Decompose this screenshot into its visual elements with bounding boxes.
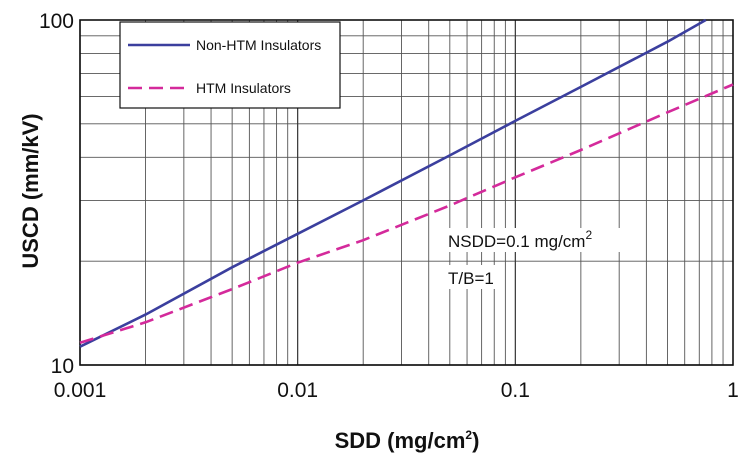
- series-layer: [79, 18, 734, 348]
- legend-label-htm: HTM Insulators: [196, 80, 291, 96]
- annotation-nsdd: NSDD=0.1 mg/cm2: [448, 228, 592, 251]
- annotations: NSDD=0.1 mg/cm2 T/B=1: [444, 228, 636, 289]
- x-tick-label: 0.1: [501, 379, 530, 402]
- y-tick-label: 10: [51, 355, 74, 378]
- x-tick-label: 0.01: [277, 379, 318, 402]
- legend-label-non-htm: Non-HTM Insulators: [196, 37, 321, 53]
- annotation-bg-tb: [444, 265, 504, 289]
- y-axis-title: USCD (mm/kV): [18, 113, 43, 268]
- series-line-non-htm-insulators: [79, 18, 707, 348]
- annotation-bg-nsdd: [444, 228, 636, 252]
- y-tick-labels: 10 100: [39, 10, 74, 378]
- y-tick-label: 100: [39, 10, 74, 33]
- x-tick-labels: 0.001 0.01 0.1 1: [54, 379, 739, 402]
- legend: Non-HTM Insulators HTM Insulators: [119, 21, 341, 109]
- x-axis-title: SDD (mg/cm2): [335, 428, 480, 453]
- x-tick-label: 1: [727, 379, 739, 402]
- x-tick-label: 0.001: [54, 379, 107, 402]
- plot-frame: [79, 19, 734, 366]
- series-line-htm-insulators: [79, 83, 734, 345]
- annotation-tb: T/B=1: [448, 269, 494, 288]
- legend-box: [119, 21, 341, 109]
